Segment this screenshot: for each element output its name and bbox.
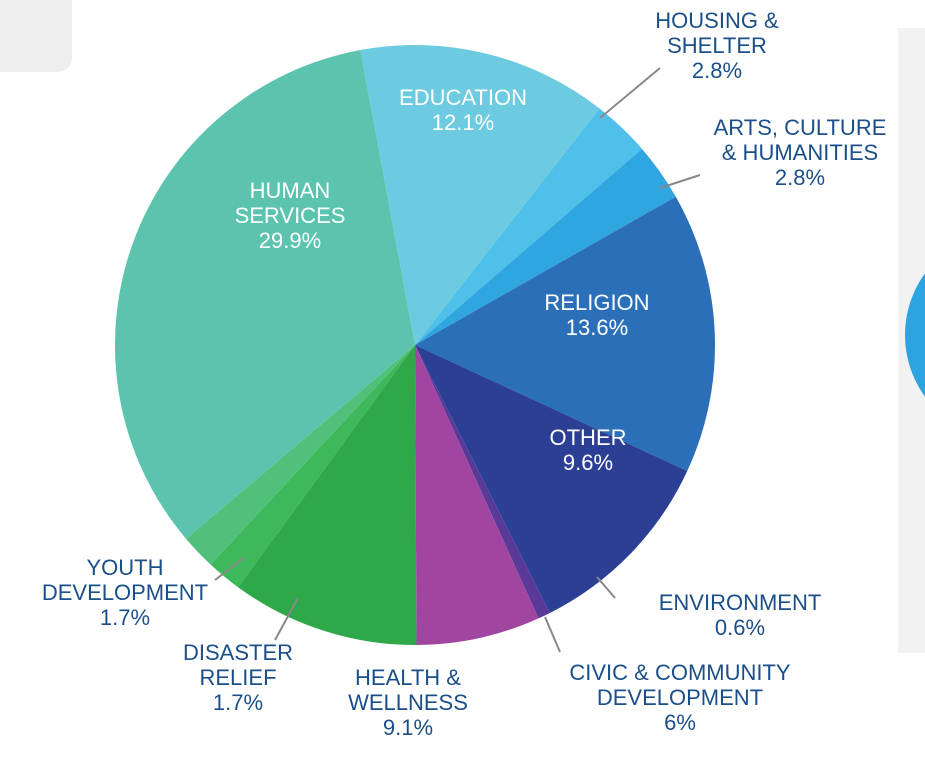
slice-label: HOUSING & SHELTER 2.8% [647,8,787,83]
wedge [114,50,416,539]
slice-label: YOUTH DEVELOPMENT 1.7% [30,555,220,630]
pie [114,45,715,645]
wedge [415,345,550,619]
value-label: 29.9% [258,228,322,253]
leader-lines [214,67,701,653]
category-label: DISASTER RELIEF [182,640,294,690]
wedge [210,345,415,588]
wedge [360,45,600,346]
leader-line [544,616,561,653]
slice-label: OTHER 9.6% [518,425,658,475]
leader-line [659,174,701,189]
category-label: OTHER [549,425,627,450]
wedge [415,345,688,613]
value-label: 13.6% [565,315,629,340]
slice-label: CIVIC & COMMUNITY DEVELOPMENT 6% [550,660,810,735]
value-label: 12.1% [431,110,495,135]
category-label: YOUTH DEVELOPMENT [41,555,209,605]
slice-label: DISASTER RELIEF 1.7% [168,640,308,715]
category-label: HUMAN SERVICES [234,178,346,228]
category-label: EDUCATION [399,85,527,110]
slice-label: ARTS, CULTURE & HUMANITIES 2.8% [713,115,888,190]
value-label: 2.8% [774,165,826,190]
slice-label: HUMAN SERVICES 29.9% [215,178,365,253]
leader-line [599,67,661,119]
slice-label: HEALTH & WELLNESS 9.1% [323,665,493,740]
slice-label: EDUCATION 12.1% [353,85,573,135]
value-label: 2.8% [691,58,743,83]
value-label: 9.6% [562,450,614,475]
leader-line [596,576,616,599]
wedge [415,108,642,345]
value-label: 9.1% [382,715,434,740]
category-label: HEALTH & WELLNESS [348,665,468,715]
wedge [185,345,415,565]
value-label: 6% [664,710,696,735]
category-label: CIVIC & COMMUNITY DEVELOPMENT [569,660,791,710]
leader-line [214,556,246,581]
wedge [415,148,676,345]
category-label: ENVIRONMENT [658,590,822,615]
slice-label: ENVIRONMENT 0.6% [610,590,870,640]
wedge [415,345,539,645]
category-label: HOUSING & SHELTER [655,8,779,58]
decor-circle [905,273,925,397]
slice-label: RELIGION 13.6% [517,290,677,340]
value-label: 0.6% [714,615,766,640]
decor-box [0,0,72,72]
category-label: ARTS, CULTURE & HUMANITIES [713,115,887,165]
value-label: 1.7% [212,690,264,715]
wedge [238,345,417,645]
category-label: RELIGION [544,290,650,315]
value-label: 1.7% [99,605,151,630]
leader-line [274,597,299,641]
wedge [415,196,715,472]
